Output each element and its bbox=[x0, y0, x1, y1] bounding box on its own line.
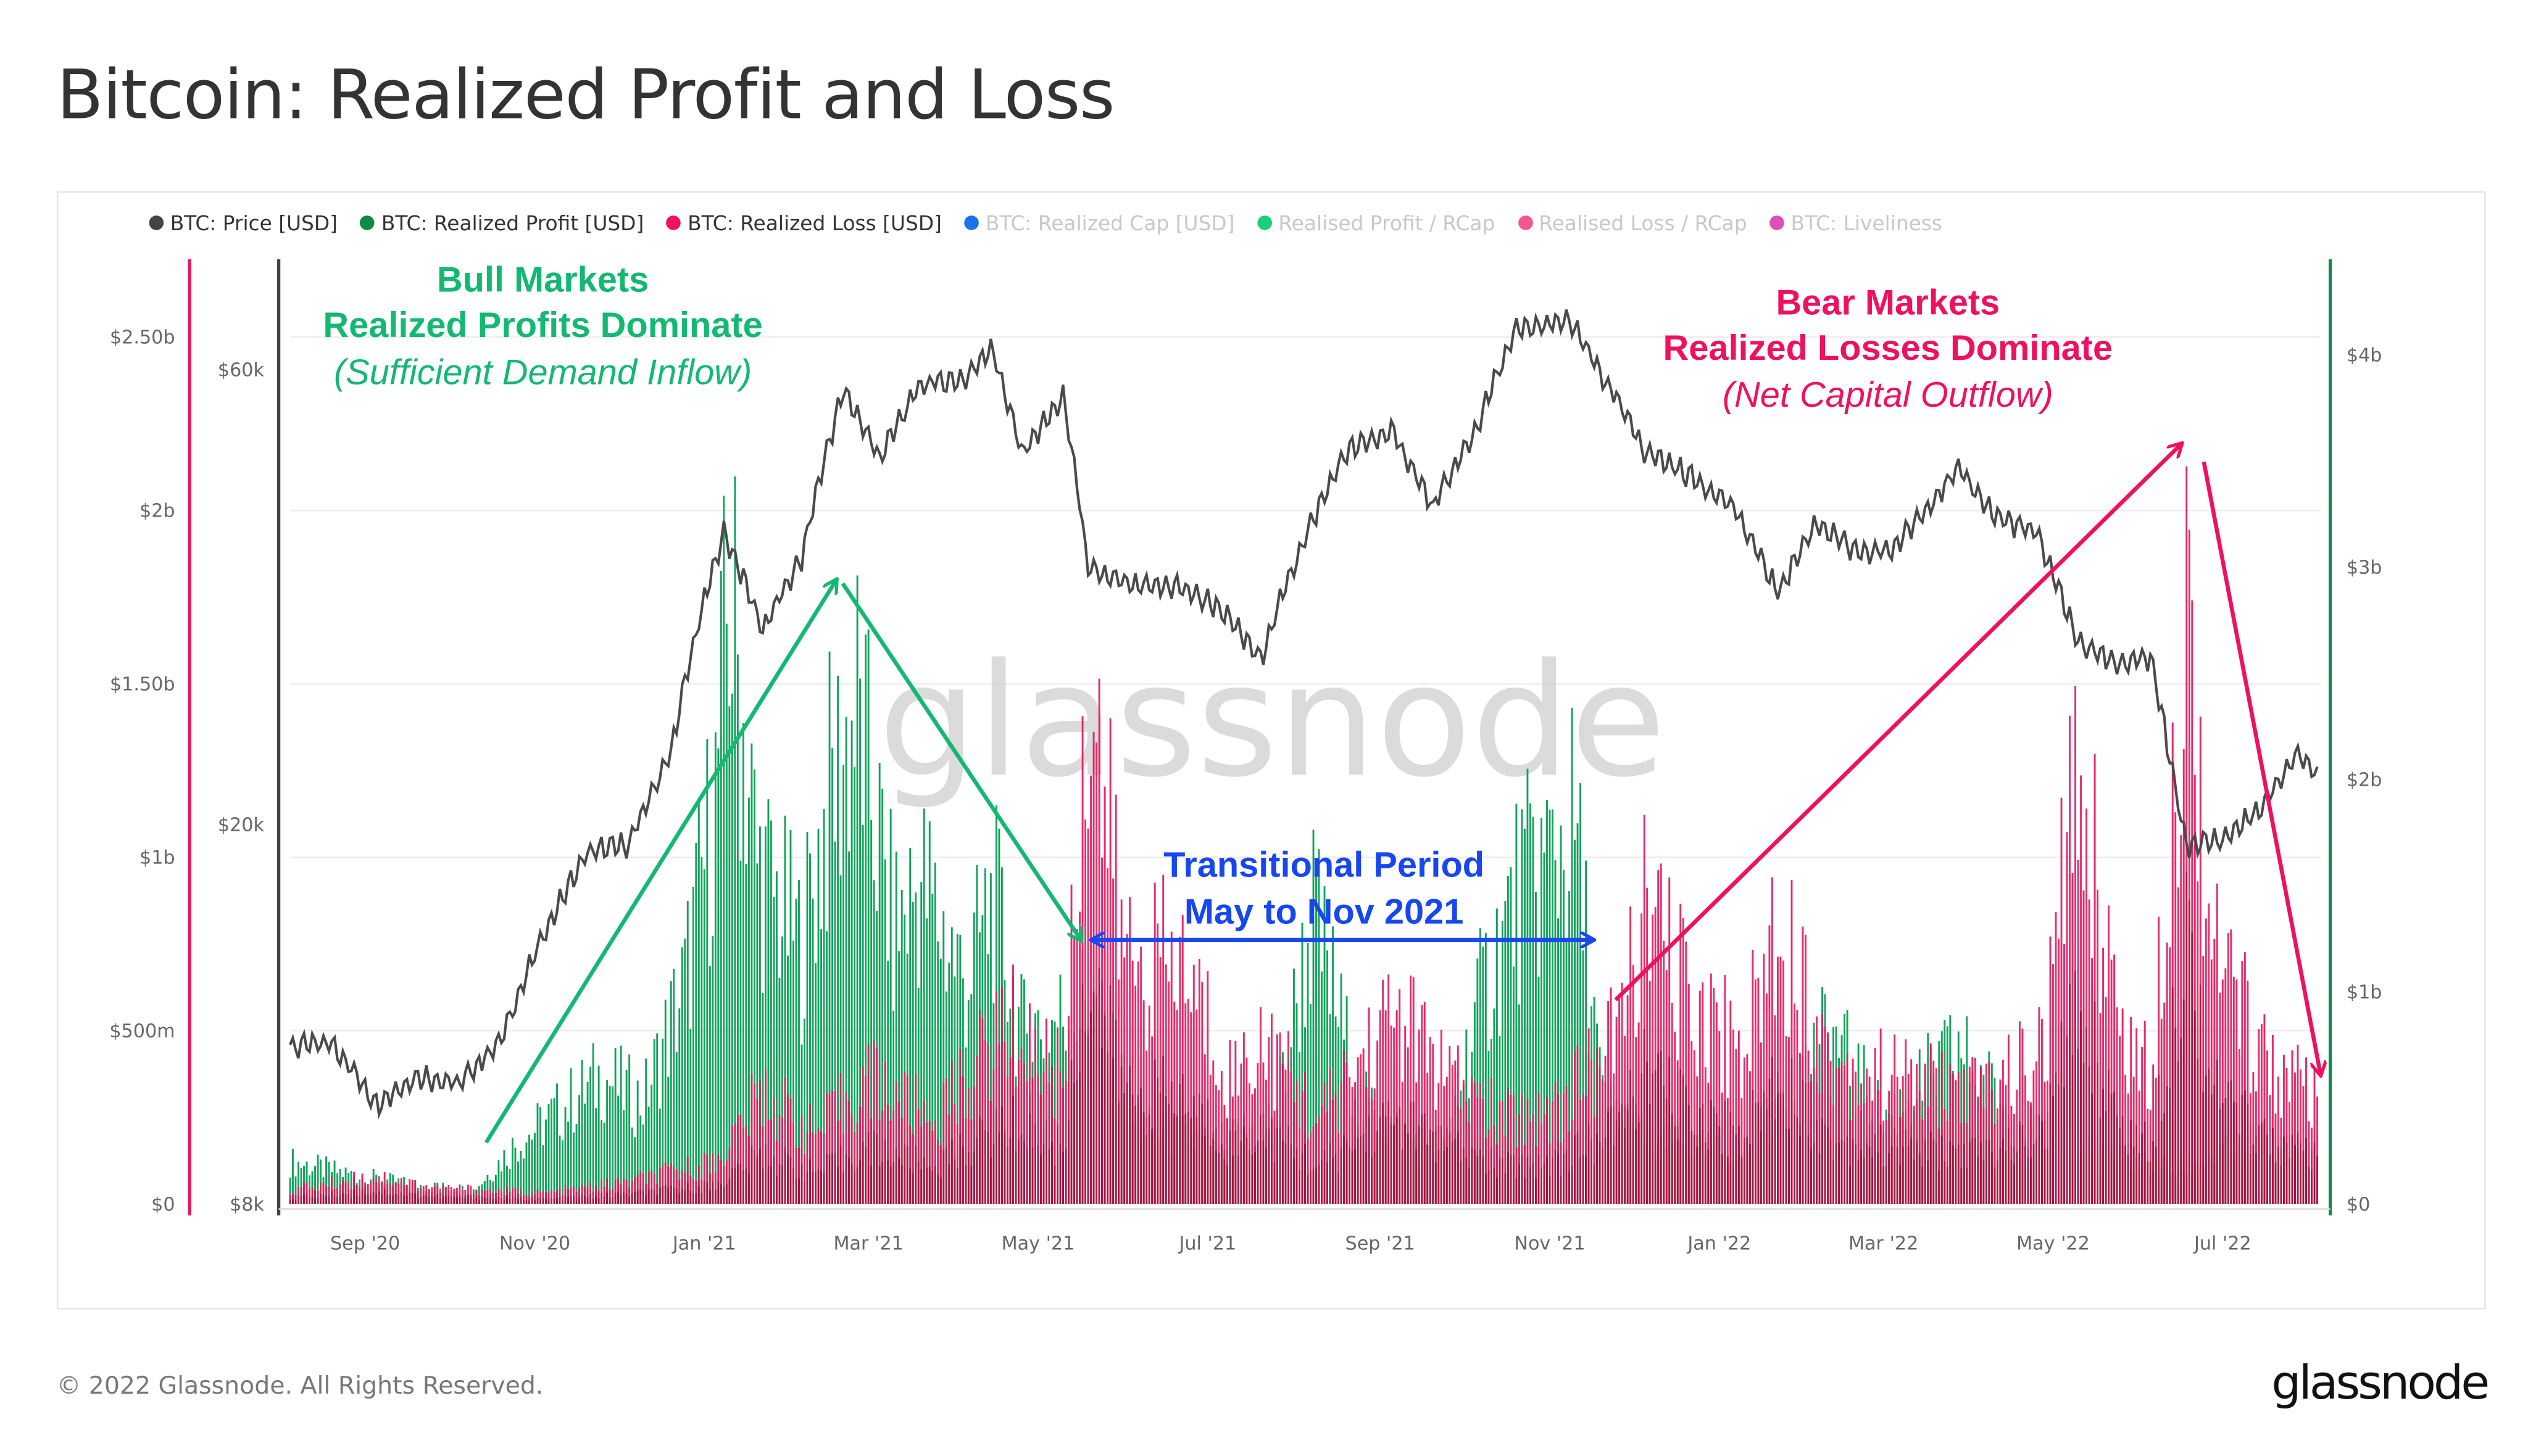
legend-label: BTC: Liveliness bbox=[1790, 210, 1943, 235]
price-axis-tick: $8k bbox=[230, 1194, 264, 1215]
legend-label: BTC: Price [USD] bbox=[170, 210, 338, 235]
annotations: Bull Markets Realized Profits Dominate (… bbox=[323, 260, 2321, 1144]
bull-arrow-down bbox=[841, 582, 1081, 940]
loss-axis-tick: $0 bbox=[151, 1194, 175, 1215]
loss-axis-tick: $2.50b bbox=[110, 327, 175, 349]
watermark: glassnode bbox=[878, 631, 1666, 812]
legend-dot-icon bbox=[667, 215, 681, 230]
legend-label: BTC: Realized Loss [USD] bbox=[688, 210, 942, 235]
legend-dot-icon bbox=[1518, 215, 1532, 230]
bear-title: Bear Markets bbox=[1776, 283, 2000, 322]
x-axis-tick: Nov '21 bbox=[1514, 1233, 1585, 1254]
legend-dot-icon bbox=[1257, 215, 1272, 230]
legend-dot-icon bbox=[1769, 215, 1785, 230]
legend-label: Realised Loss / RCap bbox=[1539, 210, 1747, 235]
brand-logo[interactable]: glassnode bbox=[2271, 1355, 2490, 1410]
legend-item[interactable]: BTC: Liveliness bbox=[1769, 210, 1942, 235]
legend-item[interactable]: BTC: Realized Cap [USD] bbox=[964, 210, 1235, 235]
chart-panel bbox=[56, 191, 2486, 1310]
price-line bbox=[289, 309, 2319, 1120]
loss-axis-tick: $500m bbox=[109, 1020, 175, 1042]
x-axis-tick: Jan '22 bbox=[1686, 1233, 1751, 1254]
loss-axis-tick: $1b bbox=[139, 847, 175, 868]
x-axis-tick: Jan '21 bbox=[672, 1233, 736, 1254]
profit-axis-tick: $4b bbox=[2347, 345, 2382, 367]
axes: $0 $500m $1b $1.50b $2b $2.50b $8k $20k $60k $0 $1… bbox=[109, 259, 2382, 1254]
legend-dot-icon bbox=[360, 215, 375, 230]
loss-axis-tick: $2b bbox=[139, 501, 175, 522]
profit-axis-tick: $0 bbox=[2347, 1194, 2370, 1215]
x-axis-tick: Sep '21 bbox=[1345, 1233, 1415, 1254]
x-axis-tick: Nov '20 bbox=[499, 1233, 570, 1254]
bar-series bbox=[289, 466, 2318, 1204]
transition-subtitle: May to Nov 2021 bbox=[1184, 892, 1464, 932]
loss-axis-tick: $1.50b bbox=[110, 674, 175, 696]
legend-dot-icon bbox=[964, 215, 979, 230]
bull-note: (Sufficient Demand Inflow) bbox=[334, 352, 752, 392]
price-axis-tick: $60k bbox=[218, 360, 265, 381]
annotation-arrows bbox=[484, 444, 2321, 1144]
profit-axis-tick: $2b bbox=[2347, 769, 2382, 791]
bull-arrow-up bbox=[484, 580, 836, 1144]
x-axis-tick: Jul '22 bbox=[2193, 1233, 2252, 1254]
legend-item[interactable]: BTC: Price [USD] bbox=[149, 210, 338, 235]
x-axis-tick: Mar '22 bbox=[1848, 1233, 1918, 1254]
legend: BTC: Price [USD] BTC: Realized Profit [US… bbox=[149, 210, 1942, 235]
bear-subtitle: Realized Losses Dominate bbox=[1663, 328, 2113, 368]
profit-axis-tick: $1b bbox=[2347, 981, 2382, 1003]
bull-subtitle: Realized Profits Dominate bbox=[323, 306, 762, 345]
copyright: © 2022 Glassnode. All Rights Reserved. bbox=[56, 1371, 544, 1400]
x-axis-tick: Jul '21 bbox=[1178, 1233, 1236, 1254]
transition-title: Transitional Period bbox=[1163, 845, 1484, 884]
legend-dot-icon bbox=[149, 215, 164, 230]
x-axis-tick: May '22 bbox=[2016, 1233, 2090, 1254]
x-axis-tick: Sep '20 bbox=[330, 1233, 400, 1254]
bear-arrow-down bbox=[2202, 461, 2321, 1074]
profit-axis-tick: $3b bbox=[2347, 557, 2382, 578]
x-axis-tick: May '21 bbox=[1002, 1233, 1075, 1254]
bear-note: (Net Capital Outflow) bbox=[1723, 375, 2053, 415]
legend-item[interactable]: Realised Loss / RCap bbox=[1518, 210, 1747, 235]
legend-item[interactable]: Realised Profit / RCap bbox=[1257, 210, 1495, 235]
legend-item[interactable]: BTC: Realized Profit [USD] bbox=[360, 210, 644, 235]
legend-label: Realised Profit / RCap bbox=[1278, 210, 1495, 235]
legend-label: BTC: Realized Cap [USD] bbox=[985, 210, 1235, 235]
bull-title: Bull Markets bbox=[437, 260, 649, 300]
legend-label: BTC: Realized Profit [USD] bbox=[381, 210, 644, 235]
legend-item[interactable]: BTC: Realized Loss [USD] bbox=[667, 210, 942, 235]
price-axis-tick: $20k bbox=[218, 815, 265, 836]
bear-arrow-up bbox=[1614, 444, 2181, 1002]
x-axis-tick: Mar '21 bbox=[833, 1233, 903, 1254]
page-title: Bitcoin: Realized Profit and Loss bbox=[56, 55, 1115, 135]
